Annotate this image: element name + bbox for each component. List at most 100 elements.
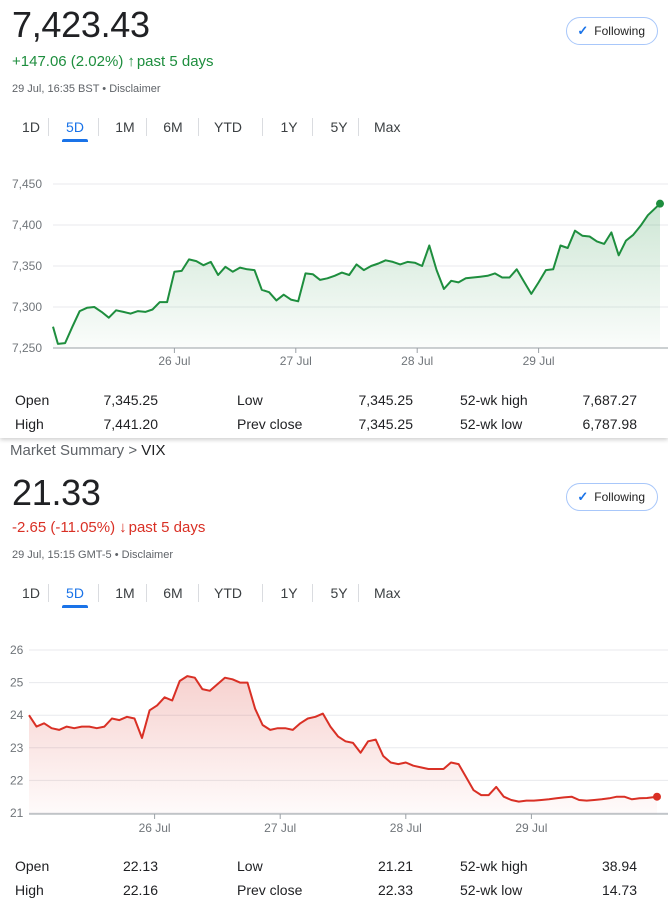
tab-separator xyxy=(146,584,147,602)
breadcrumb-market-summary[interactable]: Market Summary xyxy=(10,442,125,459)
stats-row: Open 22.13 Low 21.21 52-wk high 38.94 xyxy=(0,858,668,878)
tab-1d[interactable]: 1D xyxy=(22,585,40,601)
series-area xyxy=(29,676,657,814)
x-tick-label: 29 Jul xyxy=(523,354,555,368)
stat-value-high: 7,441.20 xyxy=(103,416,159,432)
vix-disclaimer-link[interactable]: Disclaimer xyxy=(121,549,173,561)
tab-ytd[interactable]: YTD xyxy=(214,585,242,601)
vix-change: -2.65 (-11.05%) ↓ past 5 days xyxy=(12,519,205,536)
vix-following-label: Following xyxy=(594,490,645,504)
vix-period: past 5 days xyxy=(128,519,206,536)
tab-1y[interactable]: 1Y xyxy=(280,585,298,601)
tab-separator xyxy=(48,584,49,602)
stat-label-open: Open xyxy=(15,858,50,874)
stat-value-prev: 22.33 xyxy=(377,882,413,898)
series-line xyxy=(52,202,661,345)
stats-row: Open 7,345.25 Low 7,345.25 52-wk high 7,687.2… xyxy=(0,392,668,412)
stat-label-wkhigh: 52-wk high xyxy=(460,858,528,874)
tab-separator xyxy=(312,118,313,136)
tab-separator xyxy=(98,118,99,136)
vix-panel: Market Summary > VIX 21.33 ✓ Following -… xyxy=(0,438,668,904)
tab-separator xyxy=(262,584,263,602)
series-area xyxy=(53,203,660,348)
ftse-timestamp: 29 Jul, 16:35 BST xyxy=(12,83,100,95)
ftse-change-value: +147.06 (2.02%) xyxy=(12,53,124,70)
x-tick-label: 27 Jul xyxy=(280,354,312,368)
tab-separator xyxy=(358,118,359,136)
tab-max[interactable]: Max xyxy=(374,585,401,601)
stat-value-wklow: 14.73 xyxy=(601,882,637,898)
ftse-following-button[interactable]: ✓ Following xyxy=(566,17,658,45)
stat-label-wklow: 52-wk low xyxy=(460,416,523,432)
ftse-meta: 29 Jul, 16:35 BST • Disclaimer xyxy=(12,83,161,95)
stat-value-wklow: 6,787.98 xyxy=(582,416,638,432)
ftse-range-tabs: 1D 5D 1M 6M YTD 1Y 5Y Max xyxy=(0,112,668,142)
tab-5y[interactable]: 5Y xyxy=(330,585,348,601)
tab-separator xyxy=(358,584,359,602)
arrow-up-icon: ↑ xyxy=(127,53,135,70)
tab-5d[interactable]: 5D xyxy=(62,578,88,608)
x-tick-label: 26 Jul xyxy=(158,354,190,368)
stat-label-open: Open xyxy=(15,392,50,408)
meta-separator: • xyxy=(99,83,110,95)
y-tick-label: 26 xyxy=(10,643,24,657)
breadcrumb-current: VIX xyxy=(141,442,166,459)
stat-label-wkhigh: 52-wk high xyxy=(460,392,528,408)
tab-6m[interactable]: 6M xyxy=(163,119,183,135)
ftse-period: past 5 days xyxy=(136,53,214,70)
vix-meta: 29 Jul, 15:15 GMT-5 • Disclaimer xyxy=(12,549,173,561)
stat-label-low: Low xyxy=(237,858,263,874)
stat-value-high: 22.16 xyxy=(122,882,158,898)
vix-range-tabs: 1D 5D 1M 6M YTD 1Y 5Y Max xyxy=(0,578,668,608)
tab-5y[interactable]: 5Y xyxy=(330,119,348,135)
y-tick-label: 22 xyxy=(10,773,24,787)
arrow-down-icon: ↓ xyxy=(119,519,127,536)
vix-change-value: -2.65 (-11.05%) xyxy=(12,519,116,536)
ftse-chart[interactable]: 7,250 7,300 7,350 7,400 7,450 26 Jul 27 Jul 28 … xyxy=(0,170,668,370)
tab-1m[interactable]: 1M xyxy=(115,119,135,135)
tab-6m[interactable]: 6M xyxy=(163,585,183,601)
stat-label-wklow: 52-wk low xyxy=(460,882,523,898)
tab-5d[interactable]: 5D xyxy=(62,112,88,142)
stat-label-prev: Prev close xyxy=(237,882,303,898)
stat-value-wkhigh: 38.94 xyxy=(601,858,637,874)
tab-1y[interactable]: 1Y xyxy=(280,119,298,135)
vix-chart[interactable]: 21 22 23 24 25 26 26 Jul 27 Jul 28 Jul 29 Jul xyxy=(0,638,668,838)
last-point-marker xyxy=(656,199,664,208)
stat-label-low: Low xyxy=(237,392,263,408)
y-tick-label: 25 xyxy=(10,676,24,690)
stat-value-low: 21.21 xyxy=(377,858,413,874)
y-tick-label: 24 xyxy=(10,708,24,722)
tab-separator xyxy=(146,118,147,136)
check-icon: ✓ xyxy=(577,23,589,38)
tab-separator xyxy=(48,118,49,136)
x-tick-label: 28 Jul xyxy=(401,354,433,368)
x-tick-label: 27 Jul xyxy=(264,821,296,835)
y-tick-label: 7,350 xyxy=(12,259,42,273)
stat-value-open: 22.13 xyxy=(122,858,158,874)
vix-timestamp: 29 Jul, 15:15 GMT-5 xyxy=(12,549,112,561)
stats-row: High 7,441.20 Prev close 7,345.25 52-wk low 6… xyxy=(0,416,668,436)
breadcrumb: Market Summary > VIX xyxy=(10,442,165,459)
tab-1m[interactable]: 1M xyxy=(115,585,135,601)
ftse-disclaimer-link[interactable]: Disclaimer xyxy=(109,83,161,95)
stat-label-high: High xyxy=(15,882,44,898)
tab-separator xyxy=(262,118,263,136)
ftse-panel: 7,423.43 ✓ Following +147.06 (2.02%) ↑ pas… xyxy=(0,0,668,438)
x-tick-label: 28 Jul xyxy=(390,821,422,835)
breadcrumb-separator: > xyxy=(124,442,142,459)
tab-1d[interactable]: 1D xyxy=(22,119,40,135)
series-line xyxy=(28,675,658,803)
check-icon: ✓ xyxy=(577,489,589,504)
y-tick-label: 7,300 xyxy=(12,300,42,314)
stat-value-wkhigh: 7,687.27 xyxy=(582,392,638,408)
vix-price: 21.33 xyxy=(12,472,101,513)
y-tick-label: 23 xyxy=(10,741,24,755)
tab-max[interactable]: Max xyxy=(374,119,401,135)
tab-ytd[interactable]: YTD xyxy=(214,119,242,135)
vix-following-button[interactable]: ✓ Following xyxy=(566,483,658,511)
ftse-change: +147.06 (2.02%) ↑ past 5 days xyxy=(12,53,214,70)
tab-separator xyxy=(98,584,99,602)
meta-separator: • xyxy=(111,549,122,561)
stat-value-open: 7,345.25 xyxy=(103,392,159,408)
